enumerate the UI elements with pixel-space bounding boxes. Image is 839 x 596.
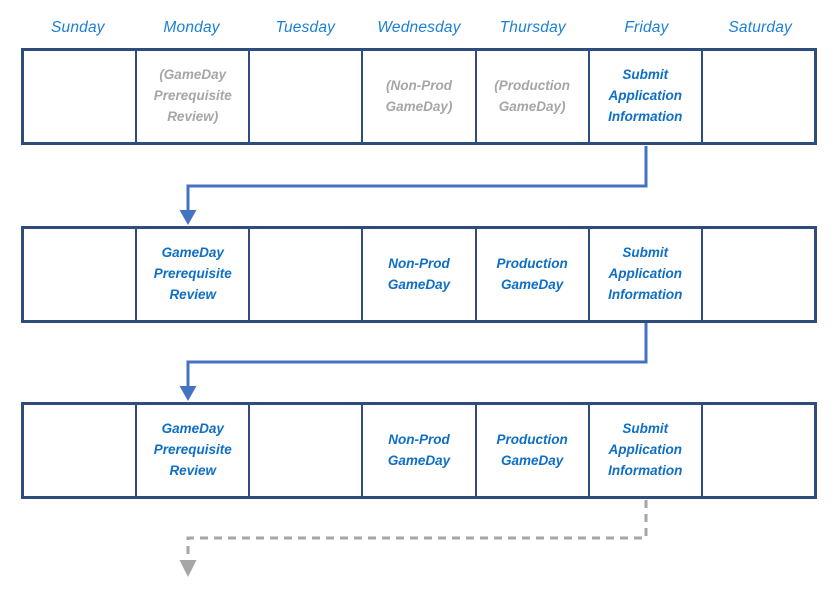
week2-thursday-text: Production GameDay <box>496 255 568 292</box>
week2-monday-cell: GameDay Prerequisite Review <box>137 229 251 320</box>
week1-friday-text: Submit Application Information <box>608 67 683 124</box>
week1-wednesday-text: (Non-Prod GameDay) <box>385 77 453 114</box>
week-1-table: (GameDay Prerequisite Review) (Non-Prod … <box>21 48 817 145</box>
arrowhead-week3-continuation-icon <box>179 560 197 577</box>
week1-monday-cell: (GameDay Prerequisite Review) <box>137 51 251 142</box>
week2-tuesday-cell <box>250 229 364 320</box>
week1-thursday-cell: (Production GameDay) <box>477 51 590 142</box>
week2-thursday-cell: Production GameDay <box>477 229 590 320</box>
week1-tuesday-cell <box>250 51 364 142</box>
week1-sunday-cell <box>24 51 138 142</box>
week2-monday-text: GameDay Prerequisite Review <box>153 245 232 302</box>
week3-sunday-cell <box>24 405 138 496</box>
week1-wednesday-cell: (Non-Prod GameDay) <box>363 51 477 142</box>
arrowhead-week2-to-week3-icon <box>179 386 197 401</box>
week3-wednesday-cell: Non-Prod GameDay <box>363 405 477 496</box>
week2-friday-text: Submit Application Information <box>608 245 683 302</box>
arrow-week2-to-week3 <box>186 323 648 388</box>
day-header-tuesday: Tuesday <box>275 19 336 36</box>
week2-wednesday-text: Non-Prod GameDay <box>387 255 451 292</box>
day-header-sunday: Sunday <box>50 19 105 36</box>
week3-monday-text: GameDay Prerequisite Review <box>153 421 232 478</box>
week2-saturday-cell <box>703 229 814 320</box>
week1-thursday-text: (Production GameDay) <box>494 77 570 114</box>
arrowhead-week1-to-week2-icon <box>179 210 197 225</box>
week3-saturday-cell <box>703 405 814 496</box>
day-header-wednesday: Wednesday <box>377 19 461 36</box>
week1-saturday-cell <box>703 51 814 142</box>
week1-monday-text: (GameDay Prerequisite Review) <box>153 67 232 124</box>
week2-friday-cell: Submit Application Information <box>590 229 703 320</box>
day-header-monday: Monday <box>163 19 220 36</box>
week1-friday-cell: Submit Application Information <box>590 51 703 142</box>
week3-wednesday-text: Non-Prod GameDay <box>387 431 451 468</box>
week3-friday-cell: Submit Application Information <box>590 405 703 496</box>
week3-thursday-cell: Production GameDay <box>477 405 590 496</box>
week-3-table: GameDay Prerequisite Review Non-Prod Gam… <box>21 402 817 499</box>
week3-thursday-text: Production GameDay <box>496 431 568 468</box>
week3-friday-text: Submit Application Information <box>608 421 683 478</box>
week3-tuesday-cell <box>250 405 364 496</box>
week2-wednesday-cell: Non-Prod GameDay <box>363 229 477 320</box>
day-header-saturday: Saturday <box>728 19 792 36</box>
week2-sunday-cell <box>24 229 138 320</box>
day-header-thursday: Thursday <box>499 19 566 36</box>
day-header-friday: Friday <box>624 19 669 36</box>
day-header-row: Sunday Monday Tuesday Wednesday Thursday… <box>21 19 817 43</box>
week3-monday-cell: GameDay Prerequisite Review <box>137 405 251 496</box>
arrow-week1-to-week2 <box>186 146 648 212</box>
arrow-week3-continuation-dashed <box>186 500 648 560</box>
week-2-table: GameDay Prerequisite Review Non-Prod Gam… <box>21 226 817 323</box>
